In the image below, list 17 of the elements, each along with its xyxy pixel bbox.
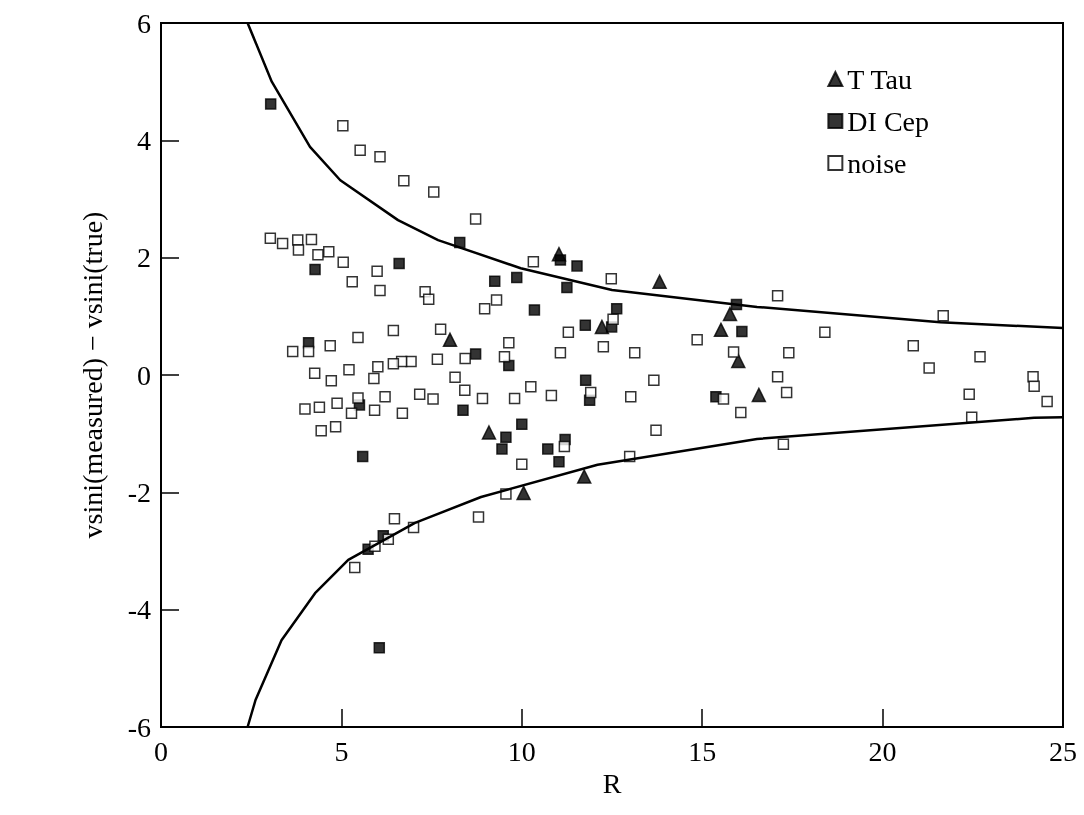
y-axis-title: vsini(measured) − vsini(true) [76,211,108,539]
x-tick-label: 5 [334,735,349,767]
x-axis-title: R [602,768,622,800]
x-tick-label: 10 [507,735,536,767]
x-tick-label: 15 [688,735,717,767]
y-tick-label: -6 [127,711,151,743]
legend-label: noise [847,147,907,179]
legend-label: DI Cep [847,105,930,137]
y-tick-label: -4 [127,594,151,626]
y-tick-label: 6 [137,7,151,39]
x-tick-label: 25 [1049,735,1077,767]
x-tick-label: 20 [868,735,897,767]
y-tick-label: -2 [127,476,151,508]
legend-label: T Tau [847,63,913,95]
y-tick-label: 4 [137,124,151,156]
y-tick-label: 0 [137,359,151,391]
y-tick-label: 2 [137,242,151,274]
